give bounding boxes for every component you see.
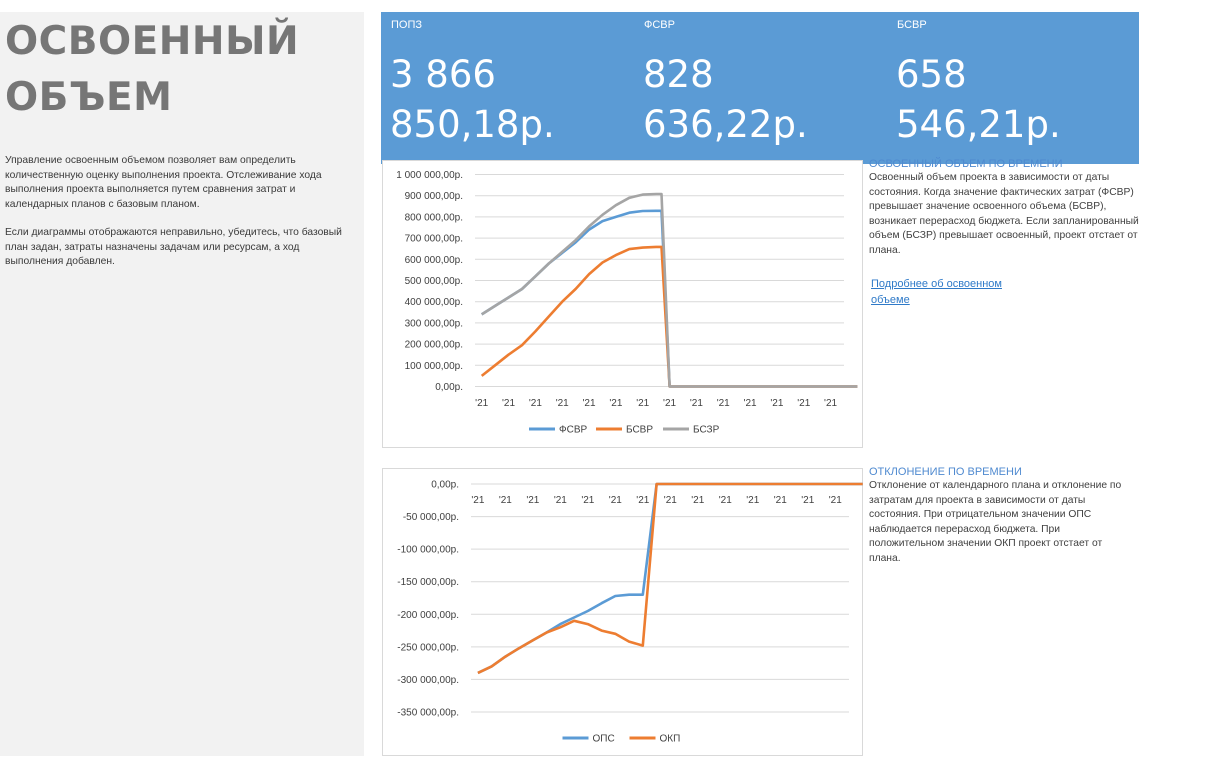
x-tick-label: '21 <box>636 398 649 409</box>
kpi-label: ФСВР <box>644 19 675 31</box>
y-tick-label: -300 000,00р. <box>397 675 459 686</box>
page-title: ОСВОЕННЫЙ ОБЪЕМ <box>5 19 300 120</box>
earned-value-chart-box[interactable]: 0,00р. 100 000,00р. 200 000,00р. 300 000,00… <box>382 160 863 448</box>
x-tick-label: '21 <box>746 495 759 506</box>
left-panel <box>0 12 364 756</box>
earned-value-chart: 0,00р. 100 000,00р. 200 000,00р. 300 000,00… <box>396 170 858 436</box>
section-heading: ОСВОЕННЫЙ ОБЪЕМ ПО ВРЕМЕНИ <box>869 158 1063 170</box>
kpi-value: 658 546,21р. <box>896 53 1061 146</box>
intro-text: Управление освоенным объемом позволяет в… <box>5 154 353 284</box>
y-tick-label: 0,00р. <box>435 382 463 393</box>
y-tick-label: 300 000,00р. <box>405 318 463 329</box>
x-tick-label: '21 <box>526 495 539 506</box>
x-tick-label: '21 <box>609 495 622 506</box>
legend-label: БСВР <box>626 425 653 436</box>
kpi-band: ПОПЗ 3 866 850,18р. ФСВР 828 636,22р. БС… <box>381 12 1139 164</box>
y-tick-label: 0,00р. <box>431 480 459 491</box>
legend-label: БСЗР <box>693 425 720 436</box>
x-tick-label: '21 <box>664 495 677 506</box>
x-tick-label: '21 <box>475 398 488 409</box>
section-text: Освоенный объем проекта в зависимости от… <box>869 172 1139 256</box>
y-tick-label: -100 000,00р. <box>397 545 459 556</box>
y-tick-label: 600 000,00р. <box>405 255 463 266</box>
legend-label: ФСВР <box>559 425 587 436</box>
variance-chart: 0,00р. -50 000,00р. -100 000,00р. -150 000,… <box>397 480 863 745</box>
x-tick-label: '21 <box>471 495 484 506</box>
y-tick-label: -150 000,00р. <box>397 577 459 588</box>
x-tick-label: '21 <box>502 398 515 409</box>
intro-paragraph-1: Управление освоенным объемом позволяет в… <box>5 155 322 210</box>
x-tick-label: '21 <box>801 495 814 506</box>
x-tick-label: '21 <box>581 495 594 506</box>
x-tick-label: '21 <box>770 398 783 409</box>
y-tick-label: 100 000,00р. <box>405 361 463 372</box>
y-tick-label: -350 000,00р. <box>397 708 459 719</box>
y-tick-label: 200 000,00р. <box>405 340 463 351</box>
x-tick-label: '21 <box>717 398 730 409</box>
earned-value-description: ОСВОЕННЫЙ ОБЪЕМ ПО ВРЕМЕНИ Освоенный объ… <box>869 158 1151 259</box>
x-tick-label: '21 <box>609 398 622 409</box>
y-tick-label: -200 000,00р. <box>397 610 459 621</box>
variance-chart-box[interactable]: 0,00р. -50 000,00р. -100 000,00р. -150 000,… <box>382 468 863 756</box>
x-tick-label: '21 <box>499 495 512 506</box>
x-tick-label: '21 <box>663 398 676 409</box>
kpi-value: 3 866 850,18р. <box>390 53 555 146</box>
y-tick-label: -250 000,00р. <box>397 642 459 653</box>
x-tick-label: '21 <box>719 495 732 506</box>
y-tick-label: 700 000,00р. <box>405 234 463 245</box>
series-line-ОПС <box>477 482 863 675</box>
kpi-label: ПОПЗ <box>391 19 423 31</box>
x-tick-label: '21 <box>774 495 787 506</box>
x-tick-label: '21 <box>744 398 757 409</box>
y-tick-label: 900 000,00р. <box>405 191 463 202</box>
variance-description: ОТКЛОНЕНИЕ ПО ВРЕМЕНИ Отклонение от кале… <box>869 466 1131 567</box>
series-line-БСЗР <box>481 192 858 388</box>
series-line-ОКП <box>477 482 863 675</box>
kpi-value: 828 636,22р. <box>643 53 808 146</box>
y-tick-label: -50 000,00р. <box>403 512 459 523</box>
x-tick-label: '21 <box>690 398 703 409</box>
x-tick-label: '21 <box>829 495 842 506</box>
x-tick-label: '21 <box>583 398 596 409</box>
x-tick-label: '21 <box>554 495 567 506</box>
y-tick-label: 800 000,00р. <box>405 212 463 223</box>
legend-label: ОПС <box>593 734 615 745</box>
x-tick-label: '21 <box>797 398 810 409</box>
learn-more-link[interactable]: Подробнее об освоенном объеме <box>871 278 1002 306</box>
legend-label: ОКП <box>660 734 681 745</box>
intro-paragraph-2: Если диаграммы отображаются неправильно,… <box>5 227 342 267</box>
y-tick-label: 500 000,00р. <box>405 276 463 287</box>
kpi-label: БСВР <box>897 19 927 31</box>
x-tick-label: '21 <box>556 398 569 409</box>
y-tick-label: 1 000 000,00р. <box>396 170 463 181</box>
x-tick-label: '21 <box>824 398 837 409</box>
section-text: Отклонение от календарного плана и откло… <box>869 480 1122 564</box>
x-tick-label: '21 <box>529 398 542 409</box>
section-heading: ОТКЛОНЕНИЕ ПО ВРЕМЕНИ <box>869 466 1022 478</box>
y-tick-label: 400 000,00р. <box>405 297 463 308</box>
x-tick-label: '21 <box>691 495 704 506</box>
x-tick-label: '21 <box>636 495 649 506</box>
